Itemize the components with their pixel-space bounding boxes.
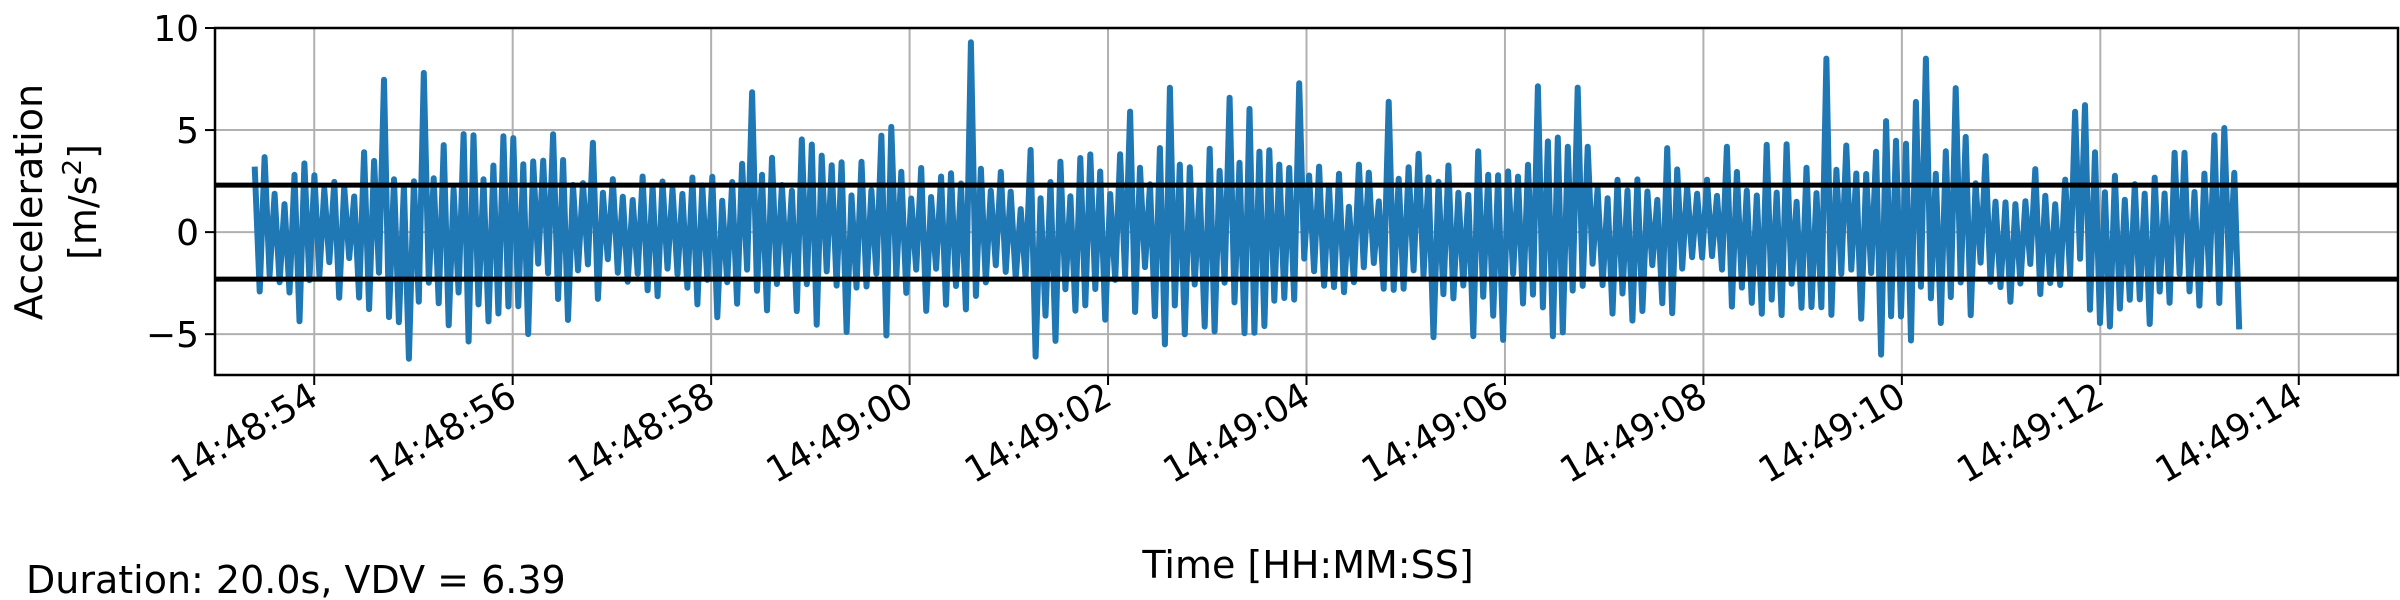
plot-area [251, 39, 2243, 362]
duration-vdv-summary: Duration: 20.0s, VDV = 6.39 [26, 558, 566, 600]
x-tick-label: 14:49:02 [958, 375, 1119, 491]
x-tick-label: 14:49:08 [1553, 375, 1714, 491]
x-tick-label: 14:48:58 [561, 375, 722, 491]
x-tick-label: 14:49:06 [1355, 375, 1516, 491]
x-tick-label: 14:49:00 [760, 375, 921, 491]
x-tick-label: 14:49:10 [1752, 375, 1913, 491]
x-axis-label: Time [HH:MM:SS] [1141, 543, 1473, 587]
y-axis-label-line2: [m/s2] [58, 144, 105, 260]
x-tick-label: 14:49:14 [2149, 375, 2310, 491]
y-tick-label: 10 [153, 9, 199, 50]
x-tick-label: 14:49:04 [1156, 375, 1317, 491]
x-tick-label: 14:48:56 [363, 375, 524, 491]
y-tick-label: −5 [146, 315, 199, 356]
x-axis-ticks: 14:48:54 14:48:56 14:48:58 14:49:00 14:49:02… [164, 375, 2309, 492]
y-axis-label-line1: Acceleration [7, 84, 51, 320]
x-tick-label: 14:49:12 [1950, 375, 2111, 491]
threshold-lines [215, 182, 2398, 282]
y-tick-label: 5 [176, 111, 199, 152]
y-tick-label: 0 [176, 213, 199, 254]
y-axis-ticks: 10 5 0 −5 [146, 9, 215, 356]
acceleration-series-line [251, 39, 2243, 362]
x-tick-label: 14:48:54 [164, 375, 325, 491]
